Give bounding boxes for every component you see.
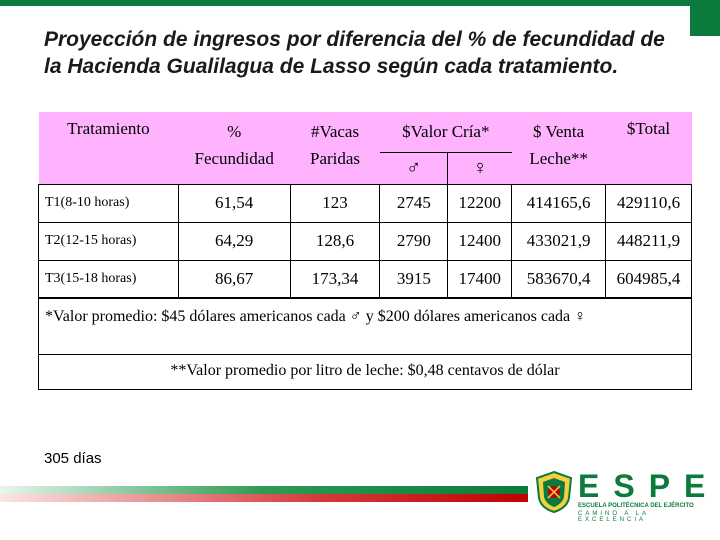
header-venta-line2: Leche**	[529, 149, 588, 168]
logo-subtitle: ESCUELA POLITÉCNICA DEL EJÉRCITO	[578, 503, 694, 509]
cell-fecundidad: 61,54	[177, 183, 291, 223]
table-row: T2(12-15 horas) 64,29 128,6 2790 12400 4…	[38, 221, 692, 261]
footer-red-band	[0, 494, 528, 502]
crest-icon	[535, 470, 573, 514]
days-label: 305 días	[44, 450, 102, 467]
header-total: $Total	[605, 112, 692, 184]
footer-green-band	[0, 486, 528, 494]
notes-divider	[39, 354, 691, 355]
cell-venta: 414165,6	[511, 183, 607, 223]
cell-total: 604985,4	[605, 259, 692, 299]
note-valor-promedio: *Valor promedio: $45 dólares americanos …	[45, 308, 587, 325]
cell-tratamiento: T2(12-15 horas)	[38, 221, 179, 261]
cell-tratamiento: T3(15-18 horas)	[38, 259, 179, 299]
header-vacas-paridas: #Vacas Paridas	[290, 112, 380, 184]
note-litro-leche: **Valor promedio por litro de leche: $0,…	[170, 362, 560, 379]
cell-vacas: 128,6	[289, 221, 381, 261]
header-fecundidad: % Fecundidad	[178, 112, 291, 184]
projection-table: Tratamiento % Fecundidad #Vacas Paridas …	[38, 112, 692, 299]
cell-venta: 583670,4	[511, 259, 607, 299]
notes-box: *Valor promedio: $45 dólares americanos …	[38, 297, 692, 390]
cell-total: 448211,9	[605, 221, 692, 261]
top-right-decoration	[690, 6, 720, 36]
header-vacas-line2: Paridas	[310, 149, 361, 168]
cell-venta: 433021,9	[511, 221, 607, 261]
header-fecundidad-line2: Fecundidad	[194, 149, 274, 168]
header-fecundidad-line1: %	[227, 122, 242, 141]
cell-total: 429110,6	[605, 183, 692, 223]
cell-vacas: 173,34	[289, 259, 381, 299]
cell-tratamiento: T1(8-10 horas)	[38, 183, 179, 223]
cell-hembra: 12400	[447, 221, 513, 261]
cell-macho: 2745	[379, 183, 449, 223]
cell-hembra: 12200	[447, 183, 513, 223]
cell-fecundidad: 86,67	[177, 259, 291, 299]
cell-macho: 3915	[379, 259, 449, 299]
espe-logo: ESPE ESCUELA POLITÉCNICA DEL EJÉRCITO CA…	[534, 468, 714, 523]
header-tratamiento: Tratamiento	[38, 112, 179, 184]
header-venta-leche: $ Venta Leche**	[511, 112, 606, 184]
cell-hembra: 17400	[447, 259, 513, 299]
header-venta-line1: $ Venta	[533, 122, 585, 141]
header-vacas-line1: #Vacas	[310, 122, 360, 141]
footer-color-band	[0, 486, 528, 502]
table-row: T3(15-18 horas) 86,67 173,34 3915 17400 …	[38, 259, 692, 299]
cell-macho: 2790	[379, 221, 449, 261]
female-symbol: ♀	[447, 152, 512, 184]
logo-brand: ESPE	[578, 468, 720, 504]
table-row: T1(8-10 horas) 61,54 123 2745 12200 4141…	[38, 183, 692, 223]
logo-motto: CAMINO A LA EXCELENCIA	[578, 511, 649, 523]
top-decorative-stripe	[0, 0, 720, 6]
cell-vacas: 123	[289, 183, 381, 223]
slide-title: Proyección de ingresos por diferencia de…	[44, 28, 665, 78]
male-symbol: ♂	[379, 152, 449, 184]
cell-fecundidad: 64,29	[177, 221, 291, 261]
header-valor-cria: $Valor Cría*	[379, 112, 512, 153]
